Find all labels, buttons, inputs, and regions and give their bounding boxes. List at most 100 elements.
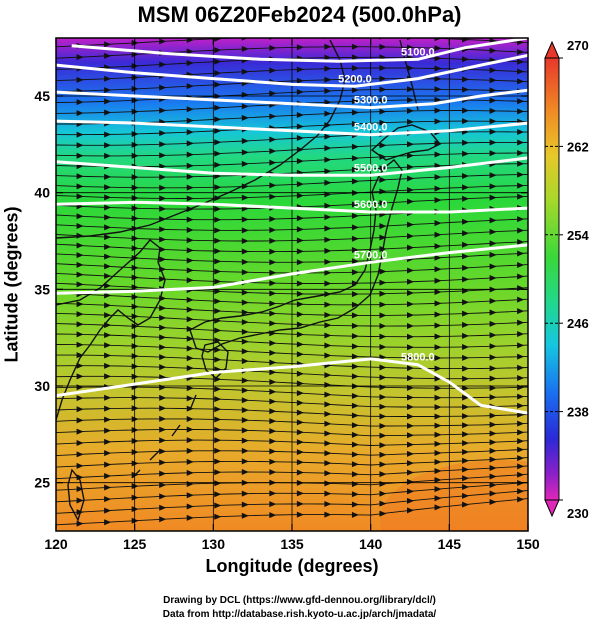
wind-arrow (104, 312, 112, 319)
wind-arrow (269, 227, 277, 234)
wind-arrow (517, 273, 525, 280)
wind-arrow (159, 163, 167, 170)
wind-arrow (131, 426, 139, 433)
wind-arrow (296, 135, 304, 142)
wind-arrow (159, 205, 167, 212)
wind-arrow (434, 413, 442, 420)
wind-arrow (269, 159, 277, 166)
wind-arrow (379, 461, 387, 468)
wind-arrow (407, 312, 414, 319)
wind-arrow (379, 290, 387, 297)
wind-arrow (104, 362, 112, 369)
wind-arrow (104, 282, 112, 289)
wind-arrow (379, 142, 387, 149)
wind-arrow (379, 86, 387, 93)
wind-arrow (462, 413, 470, 420)
wind-arrow (462, 107, 470, 114)
wind-arrow (104, 142, 112, 149)
wind-arrow (241, 397, 249, 404)
wind-arrow (324, 65, 332, 72)
wind-arrow (434, 477, 442, 484)
wind-arrow (407, 488, 414, 495)
wind-arrow (434, 365, 442, 372)
wind-arrow (434, 468, 442, 475)
wind-arrow (104, 405, 112, 412)
wind-arrow (159, 314, 167, 321)
wind-arrow (76, 417, 84, 424)
wind-arrow (214, 38, 222, 42)
wind-arrow (76, 281, 84, 288)
wind-arrow (241, 114, 249, 121)
wind-arrow (241, 377, 249, 384)
wind-arrow (241, 501, 249, 508)
wind-arrow (296, 399, 304, 406)
wind-arrow (517, 353, 525, 360)
wind-arrow (241, 407, 249, 414)
wind-arrow (241, 149, 249, 156)
wind-arrow (517, 364, 525, 371)
wind-arrow (214, 81, 222, 88)
contour-line (56, 53, 528, 88)
wind-arrow (104, 352, 112, 359)
wind-arrow (351, 412, 359, 419)
y-tick-label: 45 (34, 88, 50, 104)
wind-arrow (489, 263, 497, 270)
wind-arrow (159, 354, 167, 361)
contour-label: 5600.0 (354, 199, 388, 211)
wind-arrow (131, 264, 139, 271)
wind-arrow (407, 469, 414, 476)
wind-arrow (489, 309, 497, 316)
wind-arrow (241, 248, 249, 255)
wind-arrow (159, 448, 167, 455)
credit-drawing: Drawing by DCL (https://www.gfd-dennou.o… (163, 595, 436, 606)
wind-arrow (186, 140, 194, 147)
wind-arrow (186, 267, 194, 274)
wind-arrow (379, 301, 387, 308)
wind-arrow (407, 175, 414, 182)
colorbar-label: 246 (567, 316, 589, 331)
credit-data: Data from http://database.rish.kyoto-u.a… (162, 609, 437, 620)
wind-arrow (351, 441, 359, 448)
wind-arrow (131, 284, 139, 291)
wind-arrow (489, 47, 497, 54)
wind-arrow (351, 422, 359, 429)
wind-arrow (489, 240, 497, 247)
wind-arrow (324, 490, 332, 497)
wind-arrow (517, 420, 525, 427)
wind-arrow (517, 150, 525, 157)
wind-arrow (104, 52, 112, 59)
wind-arrow (434, 300, 442, 307)
wind-arrow (379, 413, 387, 420)
wind-arrow (296, 123, 304, 130)
wind-arrow (214, 458, 222, 465)
wind-arrow (76, 352, 84, 359)
wind-arrow (407, 107, 414, 114)
wind-arrow (351, 291, 359, 298)
wind-arrow (159, 275, 167, 282)
wind-arrow (407, 141, 414, 148)
wind-arrow (407, 497, 414, 504)
wind-arrow (186, 162, 194, 169)
wind-arrow (517, 374, 525, 381)
colorbar-min-arrow (544, 499, 560, 518)
wind-arrow (241, 269, 249, 276)
wind-arrow (104, 184, 112, 191)
wind-arrow (159, 184, 167, 191)
wind-arrow (462, 86, 470, 93)
wind-arrow (351, 312, 359, 319)
wind-arrow (269, 388, 277, 395)
wind-arrow (241, 417, 249, 424)
wind-arrow (296, 351, 304, 358)
wind-arrow (407, 278, 414, 285)
wind-arrow (296, 449, 304, 456)
wind-arrow (434, 504, 442, 511)
wind-arrow (131, 51, 139, 58)
wind-arrow (351, 201, 359, 208)
wind-arrow (269, 512, 277, 519)
wind-arrow (214, 139, 222, 146)
wind-arrow (76, 331, 84, 338)
wind-arrow (296, 490, 304, 497)
wind-arrow (379, 312, 387, 319)
wind-arrow (131, 343, 139, 350)
wind-arrow (214, 416, 222, 423)
